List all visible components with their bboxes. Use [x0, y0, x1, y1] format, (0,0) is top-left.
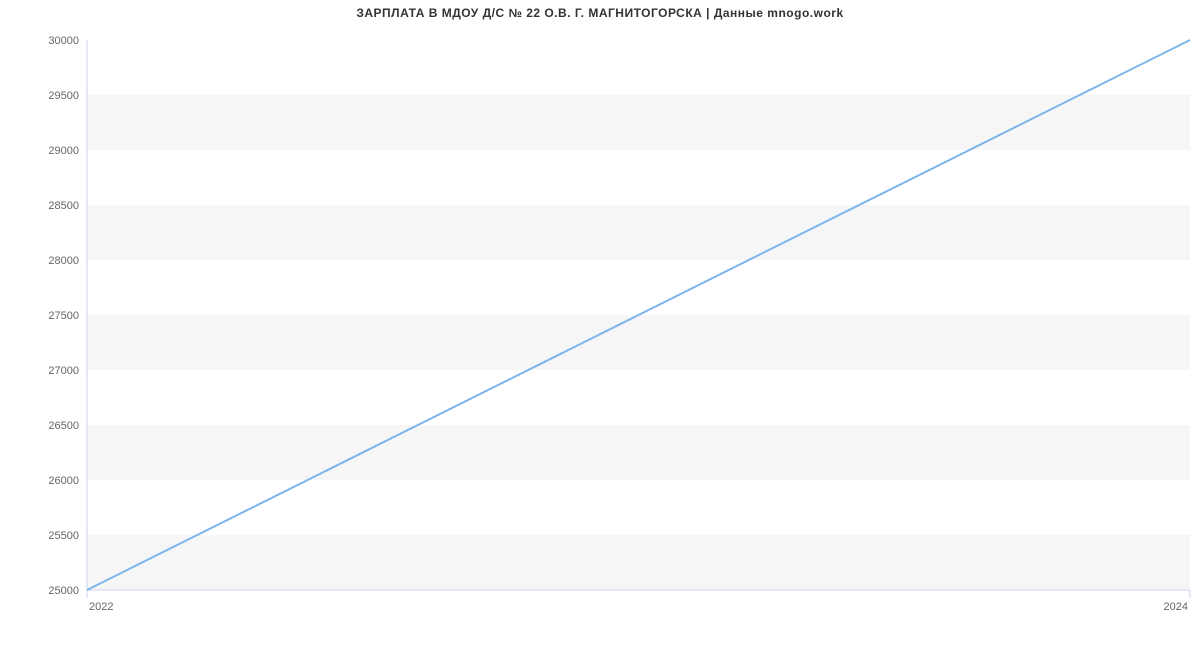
plot-band: [87, 425, 1190, 480]
plot-band: [87, 260, 1190, 315]
x-tick-label: 2024: [1164, 601, 1188, 613]
plot-band: [87, 205, 1190, 260]
y-tick-label: 26500: [48, 420, 79, 432]
y-tick-label: 29000: [48, 145, 79, 157]
y-tick-label: 29500: [48, 90, 79, 102]
x-tick-label: 2022: [89, 601, 113, 613]
y-tick-label: 25500: [48, 530, 79, 542]
y-tick-label: 30000: [48, 35, 79, 47]
plot-band: [87, 40, 1190, 95]
y-tick-label: 27000: [48, 365, 79, 377]
y-tick-label: 25000: [48, 585, 79, 597]
y-tick-label: 28000: [48, 255, 79, 267]
y-tick-label: 27500: [48, 310, 79, 322]
plot-band: [87, 315, 1190, 370]
plot-band: [87, 150, 1190, 205]
y-tick-label: 28500: [48, 200, 79, 212]
y-tick-label: 26000: [48, 475, 79, 487]
chart-container: ЗАРПЛАТА В МДОУ Д/С № 22 О.В. Г. МАГНИТО…: [0, 0, 1200, 650]
plot-band: [87, 370, 1190, 425]
plot-band: [87, 535, 1190, 590]
line-chart: 25000 25500 26000 26500 27000 27500 28000 28500…: [0, 0, 1200, 650]
